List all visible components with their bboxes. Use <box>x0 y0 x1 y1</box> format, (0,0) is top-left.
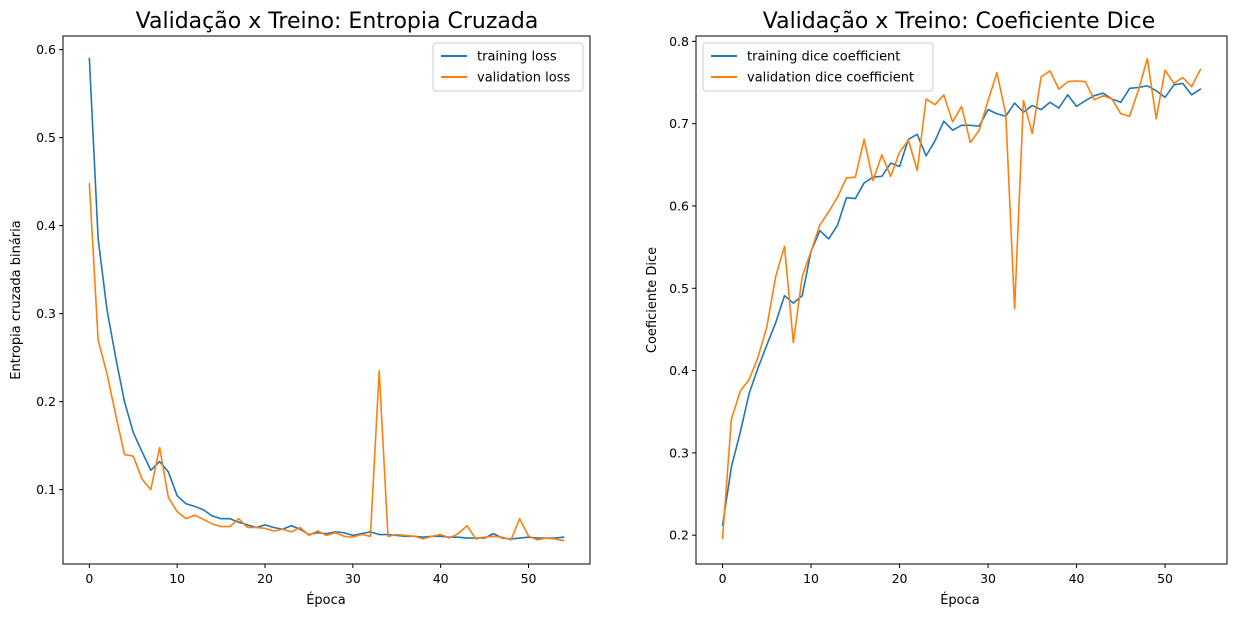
chart1-legend-box <box>432 42 584 92</box>
chart2-xlabel: Época <box>940 592 980 608</box>
y-tick-label: 0.1 <box>36 482 56 497</box>
x-tick-label: 40 <box>1069 571 1085 586</box>
y-tick-label: 0.3 <box>36 306 56 321</box>
y-tick-label: 0.6 <box>669 198 689 213</box>
x-tick-label: 20 <box>892 571 908 586</box>
chart1-ticks: 0 10 20 30 40 50 0.1 0.2 0.3 0.4 0.5 0.6 <box>36 42 536 586</box>
chart1-legend-label-validation: validation loss <box>477 71 570 86</box>
chart1-legend-label-training: training loss <box>477 50 557 65</box>
chart1-axes-frame <box>62 35 591 565</box>
x-tick-label: 0 <box>719 571 727 586</box>
x-tick-label: 40 <box>433 571 449 586</box>
series-line-training-loss <box>88 57 565 540</box>
y-tick-label: 0.4 <box>36 218 56 233</box>
chart1-title: Validação x Treino: Entropia Cruzada <box>136 9 539 34</box>
y-tick-label: 0.4 <box>669 363 689 378</box>
series-line-validation-loss <box>88 182 565 542</box>
chart2-legend-label-validation: validation dice coefficient <box>747 71 914 86</box>
x-tick-label: 10 <box>169 571 185 586</box>
chart2-lines <box>721 57 1202 540</box>
series-line-training-dice-coefficient <box>721 82 1202 527</box>
chart-cross-entropy: Validação x Treino: Entropia Cruzada 0 10… <box>9 9 591 608</box>
chart2-plot-area <box>696 36 1227 564</box>
chart1-lines <box>88 57 565 542</box>
y-tick-label: 0.3 <box>669 445 689 460</box>
x-tick-label: 50 <box>521 571 537 586</box>
x-tick-label: 30 <box>980 571 996 586</box>
x-tick-label: 20 <box>257 571 273 586</box>
chart1-legend: training loss validation loss <box>432 42 584 92</box>
y-tick-label: 0.5 <box>669 281 689 296</box>
chart2-axes-frame <box>695 35 1228 565</box>
chart2-legend: training dice coefficient validation dic… <box>702 42 934 92</box>
chart2-ticks: 0 10 20 30 40 50 0.2 0.3 0.4 0.5 0.6 0.7 0.8 <box>669 34 1173 586</box>
chart1-ylabel: Entropia cruzada binária <box>9 220 24 379</box>
x-tick-label: 30 <box>345 571 361 586</box>
x-tick-label: 0 <box>85 571 93 586</box>
chart2-ylabel: Coeficiente Dice <box>645 247 660 353</box>
chart1-plot-area <box>63 36 590 564</box>
y-tick-label: 0.2 <box>669 528 689 543</box>
y-tick-label: 0.7 <box>669 116 689 131</box>
chart2-legend-box <box>702 42 934 92</box>
chart1-xlabel: Época <box>306 592 346 608</box>
chart-dice-coefficient: Validação x Treino: Coeficiente Dice 0 10… <box>645 9 1228 608</box>
chart2-title: Validação x Treino: Coeficiente Dice <box>763 9 1156 34</box>
x-tick-label: 50 <box>1157 571 1173 586</box>
y-tick-label: 0.5 <box>36 130 56 145</box>
chart2-legend-label-training: training dice coefficient <box>747 50 900 65</box>
y-tick-label: 0.6 <box>36 42 56 57</box>
y-tick-label: 0.8 <box>669 34 689 49</box>
x-tick-label: 10 <box>803 571 819 586</box>
y-tick-label: 0.2 <box>36 394 56 409</box>
series-line-validation-dice-coefficient <box>721 57 1202 540</box>
